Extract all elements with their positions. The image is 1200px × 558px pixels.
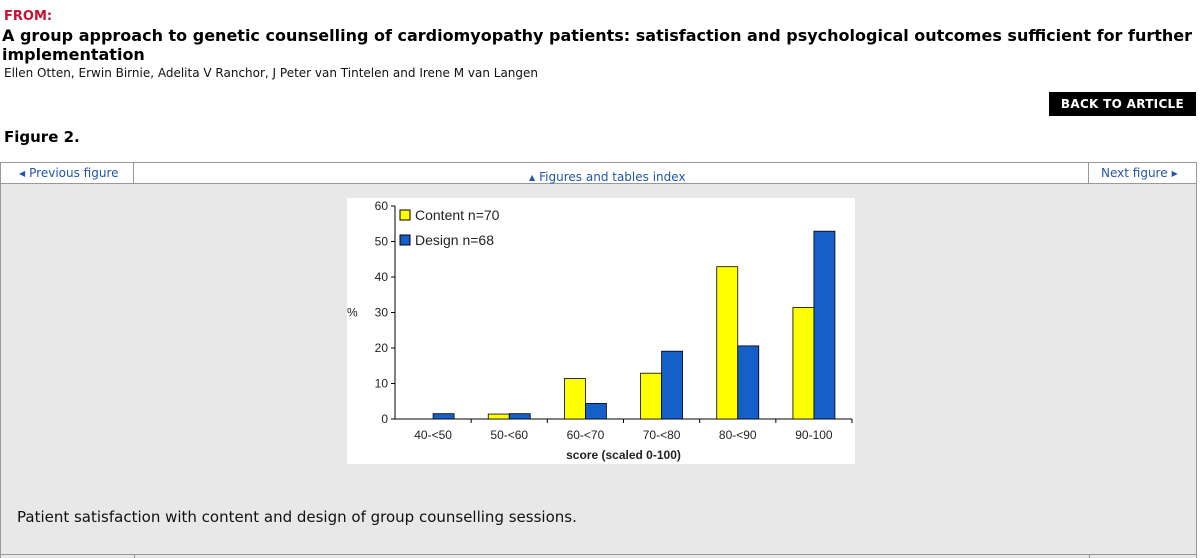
x-tick-label: 40-<50 — [414, 428, 452, 442]
x-tick-label: 90-100 — [795, 428, 833, 442]
back-to-article-button[interactable]: BACK TO ARTICLE — [1048, 92, 1196, 116]
figure-content-area: 0 10 20 30 40 50 60% 40-<50 50-<60 60-<70 70-<80 80… — [0, 184, 1197, 558]
bar-content — [487, 413, 510, 420]
bottom-border — [1, 554, 1196, 555]
y-axis-label: % — [347, 306, 358, 320]
bar-content — [640, 372, 662, 420]
bar-design — [813, 230, 836, 420]
y-tick-label: 40 — [375, 270, 389, 284]
figure-image: 0 10 20 30 40 50 60% 40-<50 50-<60 60-<70 70-<80 80… — [347, 198, 855, 464]
previous-figure-label: Previous figure — [29, 166, 119, 180]
bar-content — [564, 378, 586, 420]
bottom-divider-left — [134, 554, 135, 558]
bar-design — [737, 345, 760, 420]
previous-figure-link[interactable]: ◀ Previous figure — [1, 163, 134, 183]
bar-design — [508, 413, 531, 420]
legend-swatch-content — [399, 209, 411, 221]
x-axis-label: score (scaled 0-100) — [566, 448, 681, 462]
legend-label-content: Content n=70 — [415, 207, 500, 223]
x-tick-label: 80-<90 — [719, 428, 757, 442]
y-tick-label: 10 — [375, 377, 389, 391]
from-label: FROM: — [4, 9, 53, 24]
figure-nav-bar: ◀ Previous figure ▲ Figures and tables ind… — [0, 162, 1197, 184]
bar-design — [432, 413, 455, 420]
figures-index-link[interactable]: ▲ Figures and tables index — [525, 167, 686, 188]
figure-heading: Figure 2. — [4, 128, 80, 146]
legend-swatch-design — [399, 234, 411, 246]
bar-chart: 0 10 20 30 40 50 60% 40-<50 50-<60 60-<70 70-<80 80… — [347, 199, 853, 462]
figure-caption: Patient satisfaction with content and de… — [17, 508, 577, 526]
bar-design — [585, 402, 607, 420]
legend-label-design: Design n=68 — [415, 232, 494, 248]
chevron-left-icon: ◀ — [19, 169, 26, 178]
bar-content — [716, 266, 739, 420]
y-tick-label: 0 — [381, 412, 388, 426]
y-tick-label: 20 — [375, 341, 389, 355]
article-title: A group approach to genetic counselling … — [2, 26, 1193, 64]
article-authors: Ellen Otten, Erwin Birnie, Adelita V Ran… — [4, 66, 539, 80]
bar-design — [661, 350, 683, 420]
y-tick-label: 50 — [375, 235, 389, 249]
x-tick-label: 70-<80 — [643, 428, 681, 442]
bottom-divider-right — [1089, 554, 1090, 558]
chevron-up-icon: ▲ — [529, 173, 536, 182]
next-figure-label: Next figure — [1101, 166, 1168, 180]
y-tick-label: 60 — [375, 199, 389, 213]
chevron-right-icon: ▶ — [1171, 169, 1178, 178]
bar-content — [792, 307, 815, 420]
y-tick-label: 30 — [375, 306, 389, 320]
figures-index-label: Figures and tables index — [539, 170, 686, 184]
next-figure-link[interactable]: Next figure ▶ — [1088, 163, 1196, 183]
x-tick-label: 50-<60 — [490, 428, 528, 442]
x-tick-label: 60-<70 — [567, 428, 605, 442]
